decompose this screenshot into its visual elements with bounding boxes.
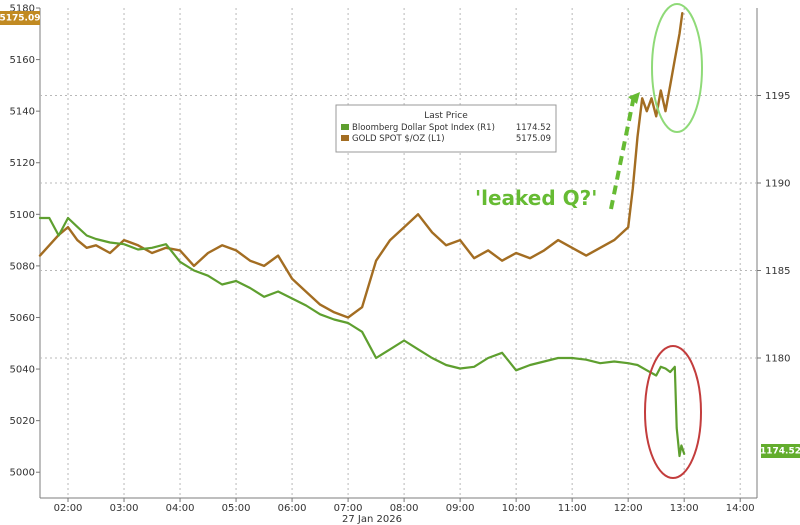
x-tick-label: 11:00 <box>558 503 587 514</box>
annotation-arrow-shaft <box>609 95 636 210</box>
gold-highlight-ellipse <box>651 3 703 133</box>
current-value-badges: 5175.09 1174.52 <box>0 11 800 458</box>
dollar-highlight-ellipse <box>644 345 702 479</box>
left-current-badge <box>0 11 40 25</box>
date-label: 27 Jan 2026 <box>342 514 402 525</box>
x-tick-label: 06:00 <box>278 503 307 514</box>
left-tick-label: 5100 <box>10 210 35 221</box>
left-tick-label: 5140 <box>10 107 35 118</box>
dollar-series-line <box>38 216 686 458</box>
x-tick-label: 03:00 <box>110 503 139 514</box>
legend-box <box>335 104 557 153</box>
x-tick-label: 05:00 <box>222 503 251 514</box>
right-tick-label: 1190 <box>765 179 790 190</box>
legend-title: Last Price <box>424 111 468 121</box>
right-current-badge <box>761 444 800 458</box>
gold-series-line <box>38 12 684 319</box>
left-current-badge-text: 5175.09 <box>0 14 41 24</box>
right-current-badge-text: 1174.52 <box>760 447 800 457</box>
legend: Last Price Bloomberg Dollar Spot Index (… <box>335 104 557 153</box>
x-tick-label: 10:00 <box>502 503 531 514</box>
left-tick-label: 5020 <box>10 416 35 427</box>
x-tick-label: 14:00 <box>726 503 755 514</box>
x-tick-label: 02:00 <box>54 503 83 514</box>
left-tick-label: 5180 <box>10 4 35 15</box>
left-tick-label: 5120 <box>10 158 35 169</box>
x-tick-label: 09:00 <box>446 503 475 514</box>
legend-value-gold: 5175.09 <box>516 134 551 144</box>
annotation-layer: 'leaked Q?' <box>475 3 703 479</box>
legend-label-dollar: Bloomberg Dollar Spot Index (R1) <box>352 123 495 133</box>
x-tick-label: 12:00 <box>614 503 643 514</box>
x-tick-label: 04:00 <box>166 503 195 514</box>
annotation-text: 'leaked Q?' <box>475 186 597 210</box>
overlay-layer: Last Price Bloomberg Dollar Spot Index (… <box>0 3 800 525</box>
annotation-arrow-head <box>628 92 640 104</box>
x-tick-label: 13:00 <box>670 503 699 514</box>
left-tick-label: 5000 <box>10 468 35 479</box>
left-tick-label: 5040 <box>10 365 35 376</box>
right-tick-label: 1185 <box>765 266 790 277</box>
x-tick-label: 08:00 <box>390 503 419 514</box>
ticks-layer: 5000 5020 5040 5060 5080 5100 5120 5140 5160 5180… <box>10 4 791 515</box>
x-tick-label: 07:00 <box>334 503 363 514</box>
legend-label-gold: GOLD SPOT $/OZ (L1) <box>352 134 445 144</box>
legend-value-dollar: 1174.52 <box>516 123 551 133</box>
legend-swatch-dollar <box>341 124 349 130</box>
left-tick-label: 5160 <box>10 55 35 66</box>
grid-layer <box>39 8 758 499</box>
right-tick-label: 1195 <box>765 91 790 102</box>
right-tick-label: 1180 <box>765 354 790 365</box>
left-tick-label: 5080 <box>10 261 35 272</box>
legend-swatch-gold <box>341 135 349 141</box>
series-layer <box>38 12 686 458</box>
left-tick-label: 5060 <box>10 313 35 324</box>
